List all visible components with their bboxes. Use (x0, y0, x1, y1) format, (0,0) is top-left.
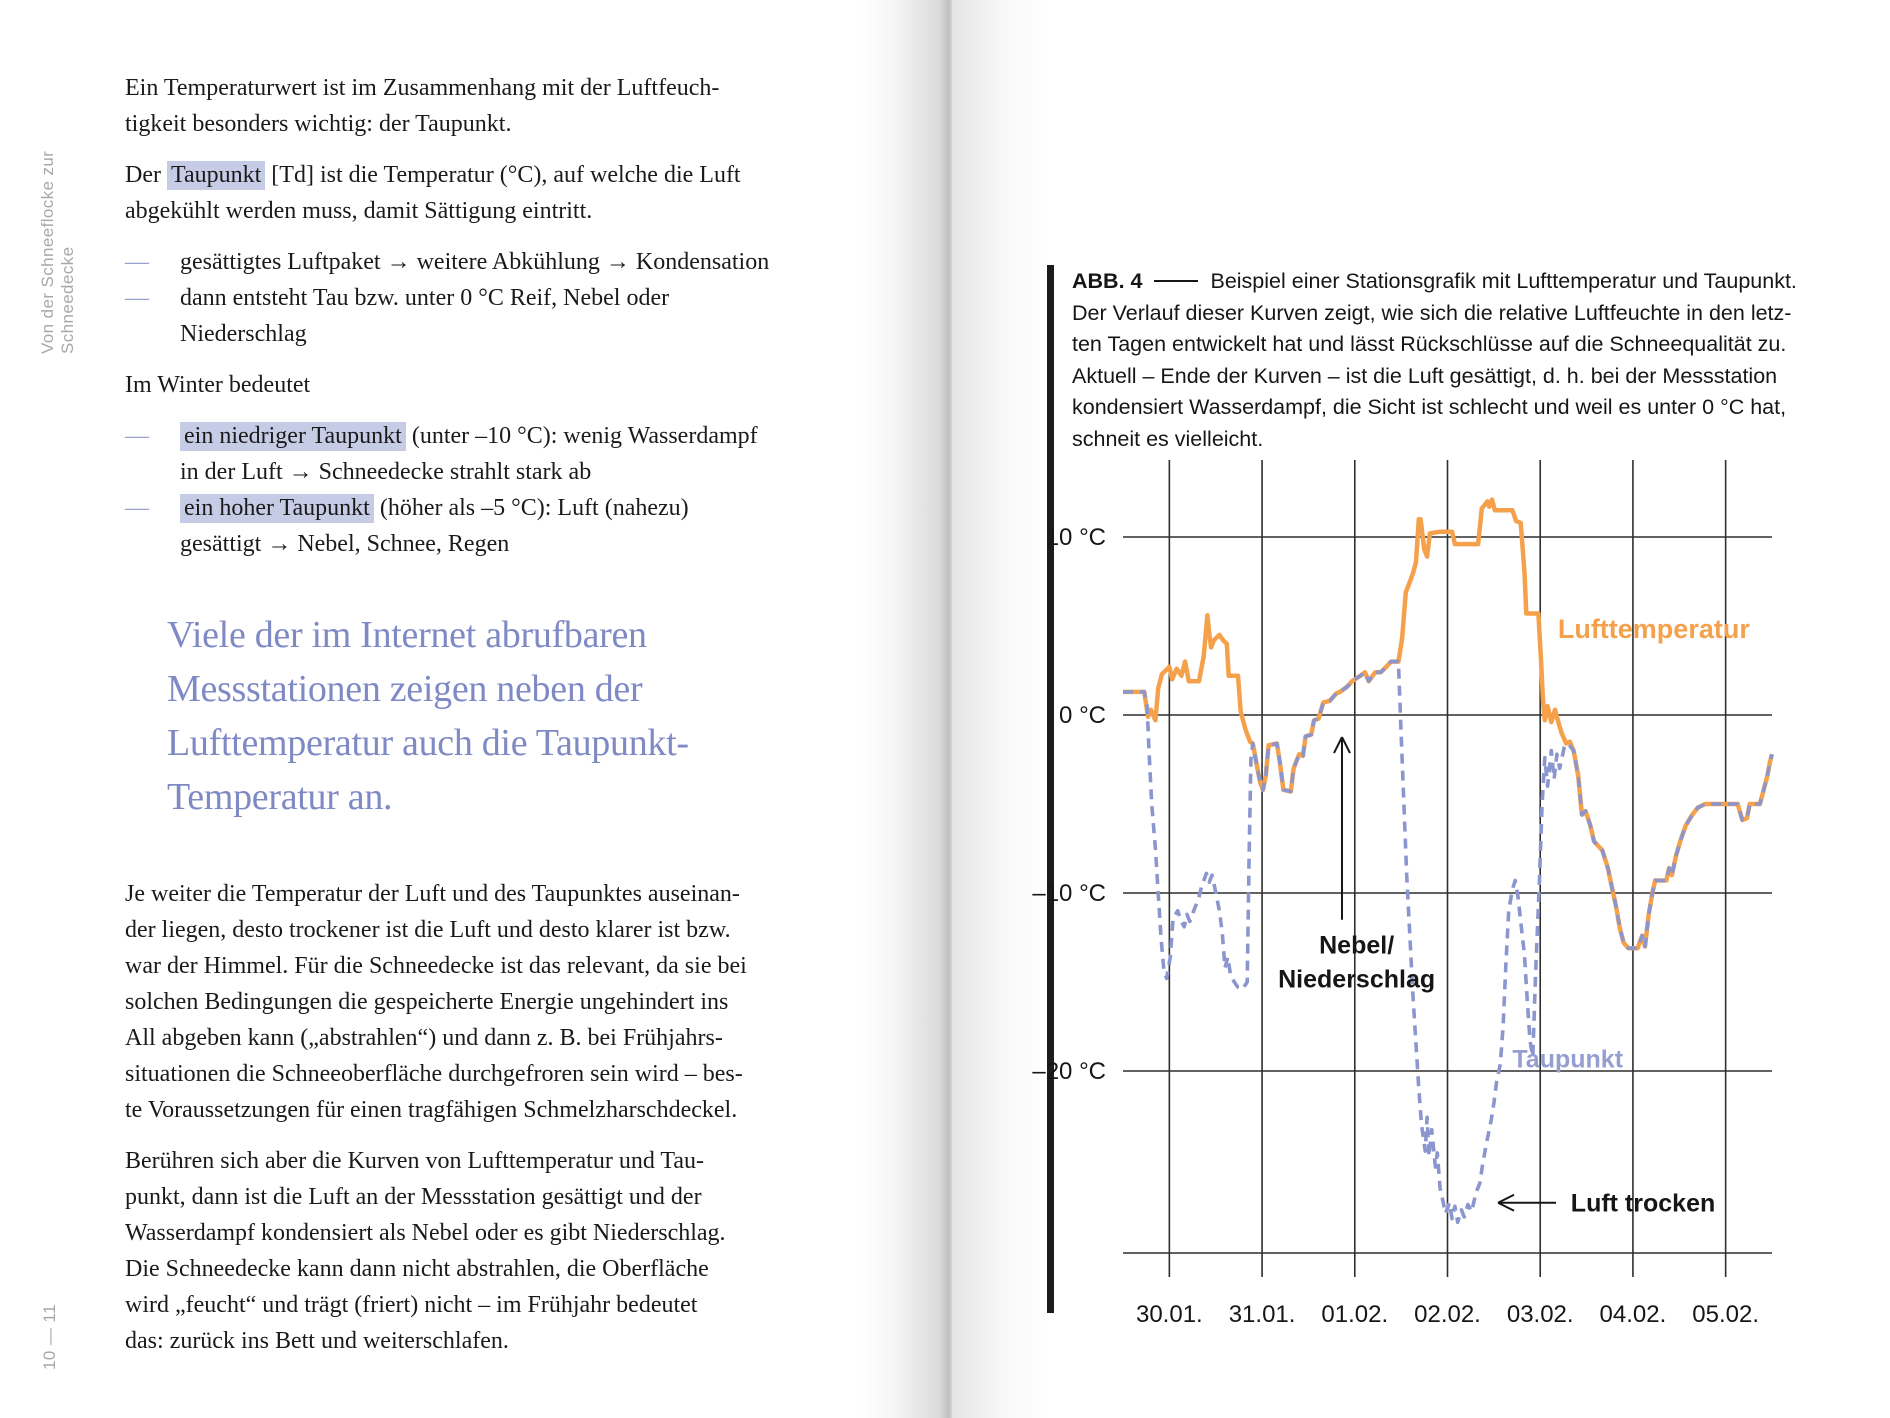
curve-lufttemperatur (1123, 497, 1775, 951)
nebel-arrow-head (1333, 736, 1343, 754)
luft-trocken-arrow-head (1497, 1201, 1515, 1212)
pull-quote: Viele der im Internet abrufbaren Messstat… (167, 608, 765, 824)
caption-line: kondensiert Wasserdampf, die Sicht ist s… (1072, 395, 1787, 419)
left-page-text-column: Ein Temperaturwert ist im Zusammenhang m… (125, 70, 770, 1374)
body-line: Ein Temperaturwert ist im Zusammenhang m… (125, 75, 720, 101)
bullet-dash: — (125, 423, 149, 449)
caption-line: ten Tagen entwickelt hat und lässt Rücks… (1072, 332, 1787, 356)
bullet-dash: — (125, 495, 149, 521)
figure-rule (1047, 265, 1054, 1313)
body-line: punkt, dann ist die Luft an der Messstat… (125, 1184, 702, 1210)
bullet-line: gesättigt → Nebel, Schnee, Regen (180, 531, 510, 557)
x-axis-tick-label: 03.02. (1507, 1301, 1574, 1328)
bullet-line: ein niedriger Taupunkt (unter –10 °C): w… (180, 418, 765, 454)
y-axis-tick-label: 0 °C (1059, 702, 1106, 729)
body-line: abgekühlt werden muss, damit Sättigung e… (125, 198, 593, 224)
pull-quote-line: Lufttemperatur auch die Taupunkt- (167, 722, 689, 764)
pull-quote-line: Viele der im Internet abrufbaren (167, 614, 647, 656)
body-line: war der Himmel. Für die Schneedecke ist … (125, 953, 747, 979)
caption-dash-rule (1154, 280, 1199, 282)
pull-quote-line: Temperatur an. (167, 776, 393, 818)
bullet-item: — ein hoher Taupunkt (höher als –5 °C): L… (125, 490, 765, 562)
body-line: der liegen, desto trockener ist die Luft… (125, 917, 731, 943)
nebel-label-line2: Niederschlag (1278, 965, 1435, 993)
bullet-list: — gesättigtes Luftpaket → weitere Abkühlu… (125, 244, 770, 352)
curve-taupunkt (1123, 659, 1774, 1225)
body-line: Berühren sich aber die Kurven von Luftte… (125, 1148, 705, 1174)
body-line: All abgeben kann („abstrahlen“) und dann… (125, 1025, 723, 1051)
figure-label: ABB. 4 (1072, 269, 1143, 293)
body-paragraph: Der Taupunkt [Td] ist die Temperatur (°C… (125, 157, 765, 229)
body-line: tigkeit besonders wichtig: der Taupunkt. (125, 111, 512, 137)
caption-line: ABB. 4 Beispiel einer Stationsgrafik mit … (1072, 269, 1797, 293)
y-axis-tick-label: 10 °C (1046, 524, 1106, 551)
y-axis-tick-label: –10 °C (1032, 880, 1106, 907)
bullet-dash: — (125, 285, 149, 311)
bullet-line: Niederschlag (180, 321, 307, 347)
body-line: te Voraussetzungen für einen tragfähigen… (125, 1097, 738, 1123)
bullet-item: — gesättigtes Luftpaket → weitere Abkühlu… (125, 244, 770, 280)
body-paragraph: Berühren sich aber die Kurven von Luftte… (125, 1143, 765, 1359)
x-axis-tick-label: 31.01. (1229, 1301, 1296, 1328)
bullet-line: gesättigtes Luftpaket → weitere Abkühlun… (180, 249, 770, 275)
gutter-page-edge (950, 0, 952, 1418)
body-paragraph: Ein Temperaturwert ist im Zusammenhang m… (125, 70, 765, 142)
caption-line: Aktuell – Ende der Kurven – ist die Luft… (1072, 363, 1778, 388)
taupunkt-label: Taupunkt (1512, 1045, 1623, 1073)
caption-line: schneit es vielleicht. (1072, 426, 1264, 451)
highlighted-term: ein niedriger Taupunkt (180, 422, 406, 451)
highlighted-term: ein hoher Taupunkt (180, 494, 374, 523)
luft-trocken-label: Luft trocken (1571, 1190, 1715, 1218)
x-axis-tick-label: 02.02. (1414, 1301, 1481, 1328)
x-axis-tick-label: 01.02. (1321, 1301, 1388, 1328)
bullet-list: — ein niedriger Taupunkt (unter –10 °C): … (125, 418, 765, 562)
body-line: solchen Bedingungen die gespeicherte Ene… (125, 989, 729, 1015)
body-paragraph: Je weiter die Temperatur der Luft und de… (125, 876, 765, 1128)
caption-line: Der Verlauf dieser Kurven zeigt, wie sic… (1072, 300, 1792, 325)
luft-trocken-arrow-head (1497, 1193, 1515, 1204)
bullet-item: — ein niedriger Taupunkt (unter –10 °C): … (125, 418, 765, 490)
x-axis-tick-label: 30.01. (1136, 1301, 1203, 1328)
body-line: situationen die Schneeoberfläche durchge… (125, 1061, 743, 1087)
lufttemperatur-label: Lufttemperatur (1558, 614, 1750, 644)
figure-caption: ABB. 4 Beispiel einer Stationsgrafik mit … (1072, 266, 1797, 455)
nebel-label: Nebel/ (1319, 932, 1394, 960)
y-axis-tick-label: –20 °C (1032, 1058, 1106, 1085)
gutter-shadow-left (858, 0, 950, 1418)
bullet-dash: — (125, 249, 149, 275)
body-line: wird „feucht“ und trägt (friert) nicht –… (125, 1292, 698, 1318)
nebel-arrow-head (1341, 736, 1351, 754)
body-line: Im Winter bedeutet (125, 372, 311, 398)
bullet-line: dann entsteht Tau bzw. unter 0 °C Reif, … (180, 285, 670, 311)
pull-quote-line: Messstationen zeigen neben der (167, 668, 643, 710)
bullet-line: in der Luft → Schneedecke strahlt stark … (180, 459, 592, 485)
body-line: Wasserdampf kondensiert als Nebel oder e… (125, 1220, 726, 1246)
body-line: Der Taupunkt [Td] ist die Temperatur (°C… (125, 161, 741, 190)
body-line: Je weiter die Temperatur der Luft und de… (125, 881, 740, 907)
bullet-item: — dann entsteht Tau bzw. unter 0 °C Reif,… (125, 280, 765, 352)
body-line: das: zurück ins Bett und weiterschlafen. (125, 1328, 509, 1354)
gutter-shadow-right (952, 0, 1048, 1418)
body-paragraph: Im Winter bedeutet (125, 367, 765, 403)
x-axis-tick-label: 04.02. (1600, 1301, 1667, 1328)
bullet-line: ein hoher Taupunkt (höher als –5 °C): Lu… (180, 490, 765, 526)
x-axis-tick-label: 05.02. (1692, 1301, 1759, 1328)
highlighted-term: Taupunkt (166, 161, 266, 190)
body-line: Die Schneedecke kann dann nicht abstrahl… (125, 1256, 709, 1282)
